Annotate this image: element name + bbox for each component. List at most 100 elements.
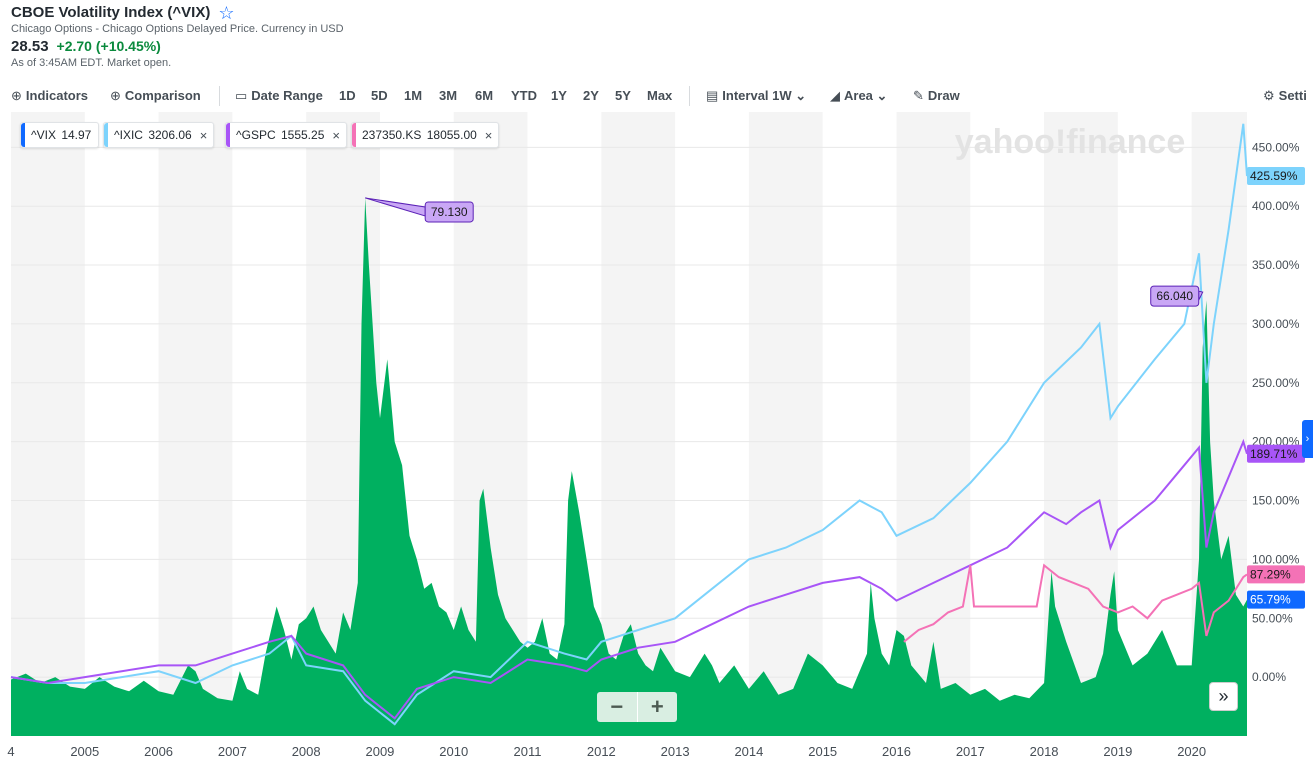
y-tick-label: 150.00% <box>1252 494 1300 508</box>
draw-button[interactable]: ✎ Draw <box>913 88 960 103</box>
chip-vix[interactable]: ^VIX 14.97 <box>20 122 100 148</box>
interval-button[interactable]: ▤ Interval 1W ⌄ <box>706 88 807 103</box>
annotation-label: 79.130 <box>431 205 468 219</box>
year-band <box>11 112 85 736</box>
x-tick-label: 2007 <box>218 744 247 759</box>
close-icon[interactable]: × <box>199 127 208 143</box>
x-tick-label: 2018 <box>1030 744 1059 759</box>
x-tick-label: 2010 <box>439 744 468 759</box>
range-max[interactable]: Max <box>647 88 673 103</box>
indicators-button[interactable]: ⊕ Indicators <box>11 88 89 103</box>
range-1y[interactable]: 1Y <box>551 88 567 103</box>
x-tick-label: 2020 <box>1177 744 1206 759</box>
last-value-label: 65.79% <box>1250 593 1291 607</box>
quote-subtitle: Chicago Options - Chicago Options Delaye… <box>11 23 344 35</box>
fast-forward-button[interactable]: » <box>1209 682 1238 711</box>
range-2y[interactable]: 2Y <box>583 88 599 103</box>
zoom-out-button[interactable]: − <box>610 694 624 719</box>
range-1d[interactable]: 1D <box>339 88 356 103</box>
year-band <box>748 112 823 736</box>
annotation-bubble <box>1150 285 1200 307</box>
annotation-label: 66.040 <box>1156 289 1193 303</box>
x-tick-label: 2016 <box>882 744 911 759</box>
last-value-badge <box>1247 590 1305 609</box>
x-tick-label: 2017 <box>956 744 985 759</box>
last-value-label: 425.59% <box>1250 169 1298 183</box>
chip-237350ks[interactable]: 237350.KS 18055.00 × <box>351 122 500 148</box>
plus-circle-icon: ⊕ <box>11 88 22 103</box>
y-tick-label: 100.00% <box>1252 552 1300 566</box>
chip-value: 3206.06 <box>148 128 192 142</box>
last-value-badge <box>1247 167 1305 186</box>
chip-ixic[interactable]: ^IXIC 3206.06 × <box>103 122 215 148</box>
chip-color-bar <box>352 123 356 147</box>
x-tick-label: 2006 <box>144 744 173 759</box>
x-tick-label: 2009 <box>365 744 394 759</box>
interval-icon: ▤ <box>706 88 719 103</box>
plus-circle-icon: ⊕ <box>110 88 121 103</box>
annotation-bubble <box>424 201 474 223</box>
close-icon[interactable]: × <box>332 127 340 143</box>
chip-value: 18055.00 <box>426 128 477 142</box>
watermark: yahoo!finance <box>955 123 1185 161</box>
series-line-gspc <box>10 438 1248 720</box>
chevron-down-icon: ⌄ <box>876 88 888 103</box>
pencil-icon: ✎ <box>913 88 924 103</box>
year-band <box>601 112 676 736</box>
gear-icon: ⚙ <box>1263 88 1275 103</box>
chevron-right-icon[interactable]: › <box>1302 420 1313 458</box>
chip-symbol: ^GSPC <box>236 128 276 142</box>
last-value-label: 189.71% <box>1250 447 1298 461</box>
zoom-controls: − + <box>597 692 677 722</box>
y-tick-label: 350.00% <box>1252 258 1300 272</box>
chip-value: 1555.25 <box>280 128 325 142</box>
range-5d[interactable]: 5D <box>371 88 388 103</box>
year-band <box>158 112 233 736</box>
area-chart-icon: ◢ <box>830 88 840 103</box>
zoom-in-button[interactable]: + <box>650 694 664 719</box>
quote-title: CBOE Volatility Index (^VIX) <box>11 4 211 21</box>
chart-type-button[interactable]: ◢ Area ⌄ <box>830 88 888 103</box>
range-5y[interactable]: 5Y <box>615 88 631 103</box>
chip-symbol: ^VIX <box>31 128 56 142</box>
chip-color-bar <box>104 123 108 147</box>
x-tick-label: 4 <box>7 744 14 759</box>
quote-as-of: As of 3:45AM EDT. Market open. <box>11 57 172 69</box>
x-tick-label: 2019 <box>1103 744 1132 759</box>
series-line-237350ks <box>903 563 1248 643</box>
y-tick-label: 0.00% <box>1252 670 1286 684</box>
y-tick-label: 300.00% <box>1252 317 1300 331</box>
range-6m[interactable]: 6M <box>475 88 494 103</box>
double-chevron-right-icon: » <box>1218 686 1229 706</box>
y-tick-label: 400.00% <box>1252 199 1300 213</box>
last-value-label: 87.29% <box>1250 567 1291 581</box>
y-tick-label: 250.00% <box>1252 376 1300 390</box>
x-tick-label: 2008 <box>292 744 321 759</box>
comparison-button[interactable]: ⊕ Comparison <box>110 88 201 103</box>
chip-color-bar <box>21 123 25 147</box>
chip-gspc[interactable]: ^GSPC 1555.25 × <box>225 122 347 148</box>
date-range-button[interactable]: ▭ Date Range <box>235 88 323 103</box>
x-tick-label: 2012 <box>587 744 616 759</box>
star-icon[interactable]: ☆ <box>218 2 235 23</box>
chart-toolbar: ⊕ Indicators ⊕ Comparison ▭ Date Range 1D 5… <box>0 86 1313 106</box>
quote-change: +2.70 (+10.45%) <box>56 38 161 54</box>
series-area-vix <box>11 197 1247 736</box>
chevron-down-icon: ⌄ <box>795 88 807 103</box>
y-tick-label: 450.00% <box>1252 140 1300 154</box>
y-tick-label: 50.00% <box>1252 611 1293 625</box>
x-tick-label: 2005 <box>70 744 99 759</box>
chip-symbol: 237350.KS <box>362 128 422 142</box>
range-3m[interactable]: 3M <box>439 88 458 103</box>
year-band <box>896 112 971 736</box>
settings-button[interactable]: ⚙ Setti <box>1263 88 1307 103</box>
x-tick-label: 2014 <box>734 744 763 759</box>
range-ytd[interactable]: YTD <box>511 88 537 103</box>
chip-value: 14.97 <box>61 128 92 142</box>
last-value-badge <box>1247 565 1305 584</box>
x-tick-label: 2013 <box>661 744 690 759</box>
chip-color-bar <box>226 123 230 147</box>
range-1m[interactable]: 1M <box>404 88 423 103</box>
close-icon[interactable]: × <box>484 127 493 143</box>
